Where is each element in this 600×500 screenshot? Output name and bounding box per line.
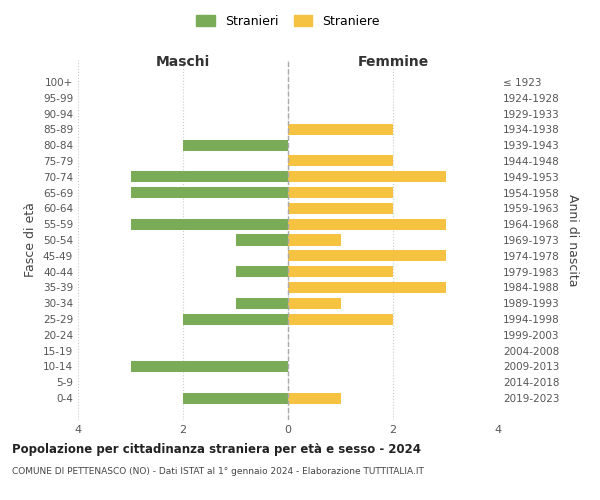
Bar bbox=[130, 171, 288, 182]
Bar bbox=[288, 266, 393, 277]
Y-axis label: Anni di nascita: Anni di nascita bbox=[566, 194, 579, 286]
Bar bbox=[288, 187, 393, 198]
Bar bbox=[288, 218, 445, 230]
Bar bbox=[288, 250, 445, 262]
Y-axis label: Fasce di età: Fasce di età bbox=[25, 202, 37, 278]
Text: Popolazione per cittadinanza straniera per età e sesso - 2024: Popolazione per cittadinanza straniera p… bbox=[12, 442, 421, 456]
Bar bbox=[183, 392, 288, 404]
Bar bbox=[288, 203, 393, 214]
Bar bbox=[235, 266, 288, 277]
Bar bbox=[288, 298, 341, 309]
Text: COMUNE DI PETTENASCO (NO) - Dati ISTAT al 1° gennaio 2024 - Elaborazione TUTTITA: COMUNE DI PETTENASCO (NO) - Dati ISTAT a… bbox=[12, 468, 424, 476]
Bar bbox=[288, 282, 445, 293]
Bar bbox=[288, 392, 341, 404]
Bar bbox=[288, 171, 445, 182]
Bar bbox=[288, 314, 393, 324]
Bar bbox=[183, 314, 288, 324]
Bar bbox=[130, 218, 288, 230]
Text: Maschi: Maschi bbox=[156, 55, 210, 69]
Bar bbox=[288, 124, 393, 135]
Text: Femmine: Femmine bbox=[358, 55, 428, 69]
Bar bbox=[235, 298, 288, 309]
Bar bbox=[130, 187, 288, 198]
Legend: Stranieri, Straniere: Stranieri, Straniere bbox=[193, 11, 383, 32]
Bar bbox=[288, 234, 341, 246]
Bar bbox=[183, 140, 288, 150]
Bar bbox=[288, 156, 393, 166]
Bar bbox=[235, 234, 288, 246]
Bar bbox=[130, 361, 288, 372]
